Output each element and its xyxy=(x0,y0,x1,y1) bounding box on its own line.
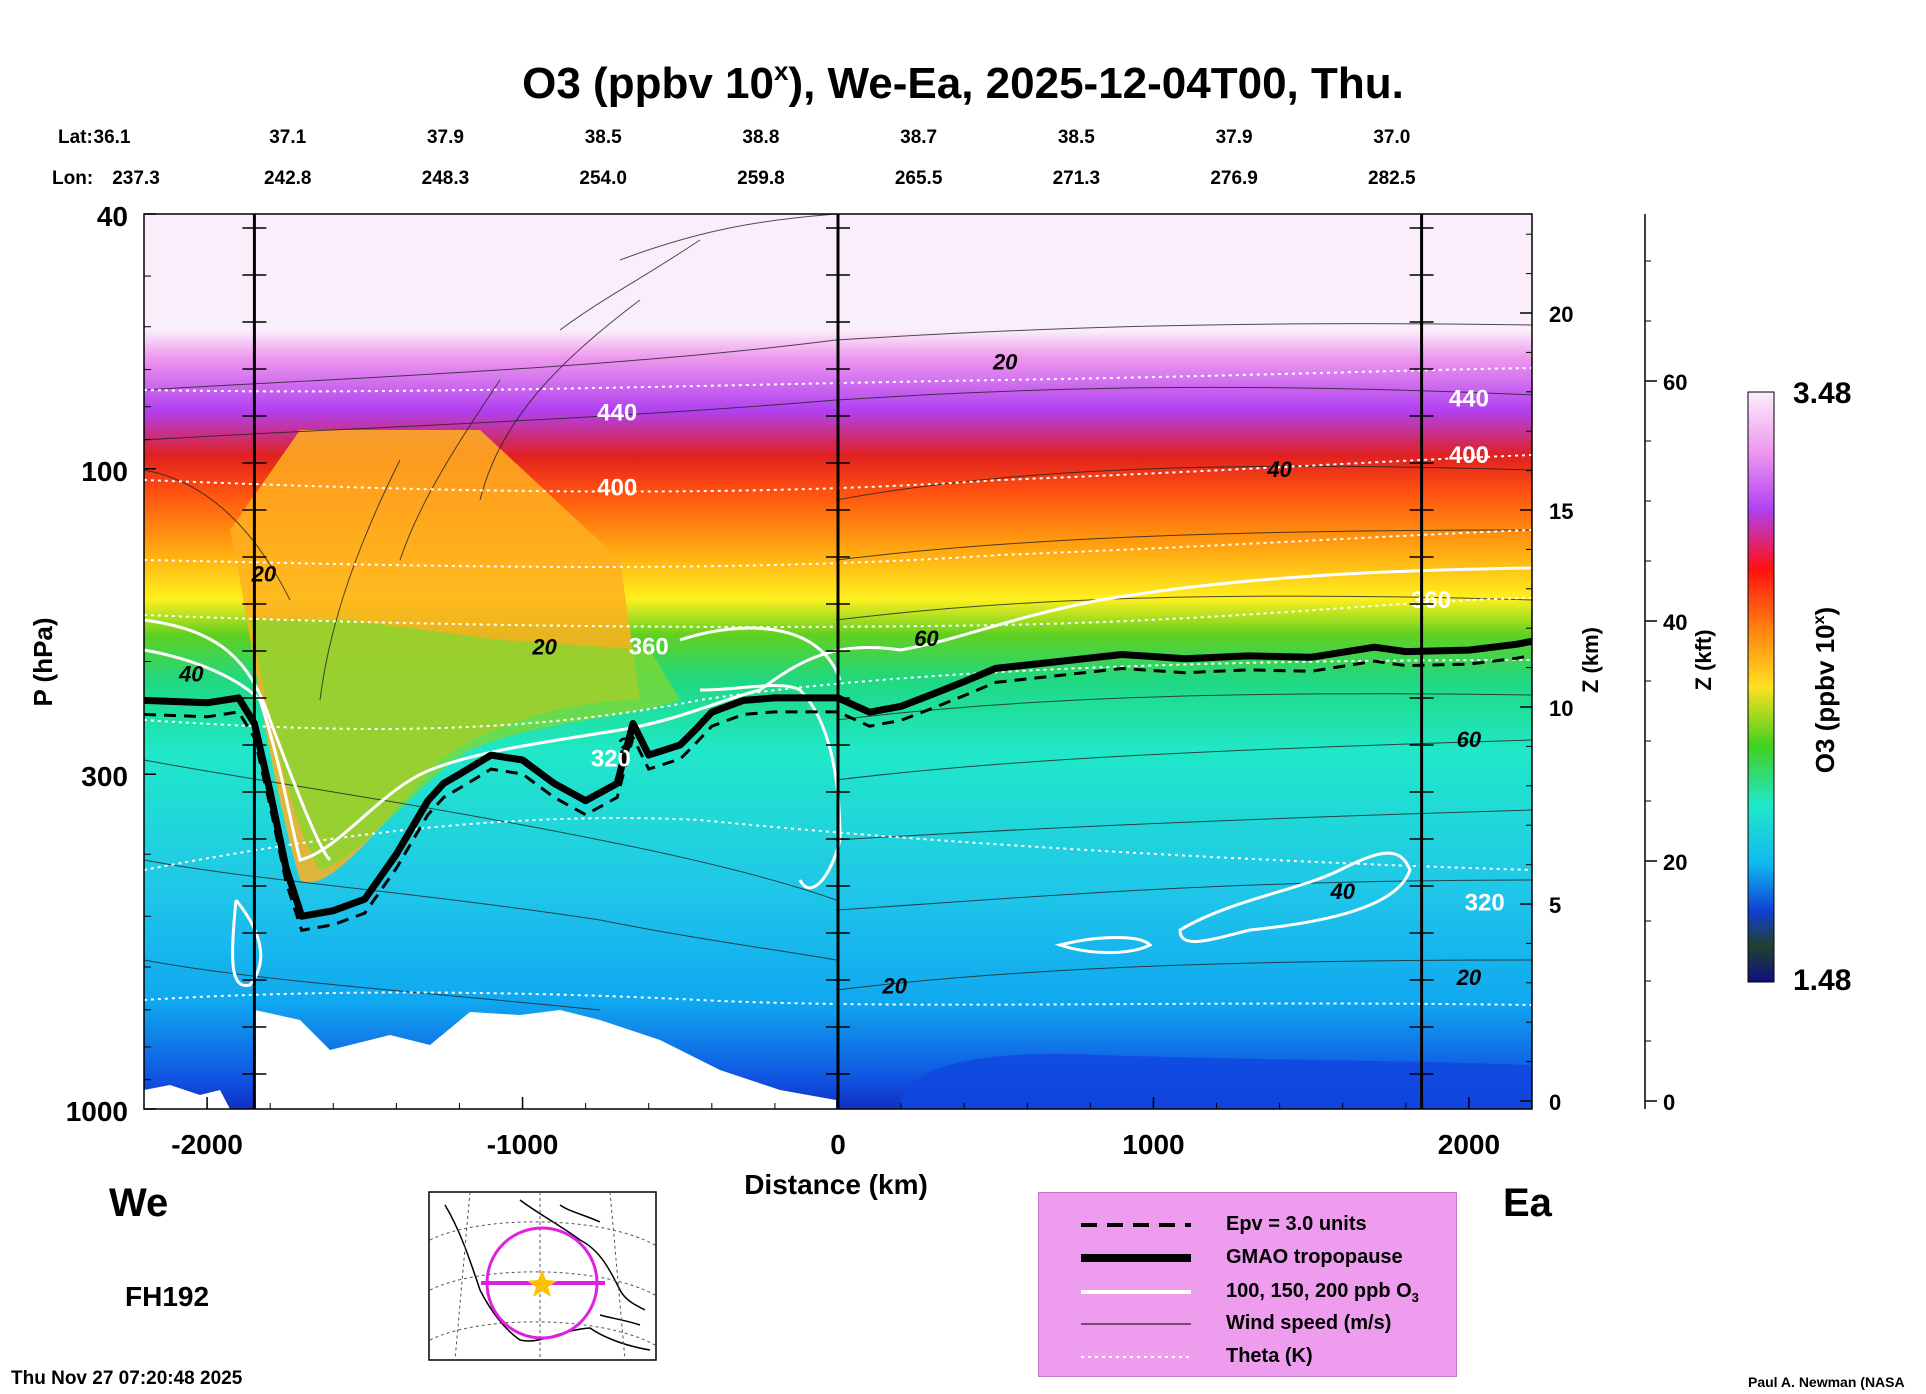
lat-value: 37.9 xyxy=(1216,127,1253,148)
y-tick-label: 300 xyxy=(81,761,128,792)
lat-value: 38.5 xyxy=(1058,127,1095,148)
colorbar-min: 1.48 xyxy=(1793,964,1851,997)
west-label: We xyxy=(109,1181,168,1225)
tropopause-line xyxy=(144,637,1532,920)
theta-label: 400 xyxy=(597,474,637,501)
x-axis-label: Distance (km) xyxy=(744,1169,928,1200)
wind-label: 60 xyxy=(914,626,939,651)
legend-label-ozone-text: 100, 150, 200 ppb O xyxy=(1226,1280,1412,1302)
wind-speed-contours xyxy=(144,214,1532,1011)
forecast-hour: FH192 xyxy=(125,1281,209,1312)
z-kft-axis-label: Z (kft) xyxy=(1691,629,1716,690)
east-label: Ea xyxy=(1503,1181,1553,1225)
lon-value: 271.3 xyxy=(1053,168,1101,189)
lat-value: 37.0 xyxy=(1373,127,1410,148)
lon-value: 237.3 xyxy=(112,168,160,189)
z-kft-axis: 0 20 40 60 xyxy=(1644,214,1687,1115)
y-axis-label: P (hPa) xyxy=(28,617,58,706)
section-lines xyxy=(242,214,1434,1109)
theta-label: 440 xyxy=(597,399,637,426)
lon-label: Lon: xyxy=(52,168,93,189)
lon-value: 248.3 xyxy=(422,168,470,189)
theta-labels: 440 400 360 320 440 400 360 320 xyxy=(591,386,1505,917)
ozone-intrusion-edge xyxy=(250,620,680,870)
low-ozone-surface xyxy=(900,1053,1532,1109)
lon-value: 259.8 xyxy=(737,168,785,189)
theta-label: 360 xyxy=(1411,587,1451,614)
lat-value: 36.1 xyxy=(94,127,131,148)
wind-label: 40 xyxy=(1329,879,1355,904)
wind-label: 40 xyxy=(178,662,204,687)
lat-value: 37.1 xyxy=(269,127,306,148)
wind-label: 20 xyxy=(882,973,908,998)
x-tick-label: 2000 xyxy=(1438,1129,1500,1160)
x-tick-label: 1000 xyxy=(1122,1129,1184,1160)
theta-label: 440 xyxy=(1449,386,1489,413)
lon-value: 276.9 xyxy=(1210,168,1258,189)
legend-label-ozone: 100, 150, 200 ppb O3 xyxy=(1226,1280,1419,1305)
credit: Paul A. Newman (NASA xyxy=(1748,1374,1905,1390)
theta-label: 320 xyxy=(591,746,631,773)
z-km-tick-label: 10 xyxy=(1549,696,1573,721)
x-tick-label: -1000 xyxy=(487,1129,559,1160)
lat-value: 38.8 xyxy=(742,127,779,148)
y-axis: 40 100 300 1000 xyxy=(66,201,156,1127)
z-km-axis: 0 5 10 15 20 xyxy=(1520,233,1573,1115)
legend-swatches xyxy=(1081,1223,1191,1358)
lat-value: 38.5 xyxy=(585,127,622,148)
lon-value: 242.8 xyxy=(264,168,312,189)
ozone-contours xyxy=(144,566,1532,987)
y-tick-label: 100 xyxy=(81,456,128,487)
wind-label: 20 xyxy=(992,350,1018,375)
colorbar-label: O3 (ppbv 10x) xyxy=(1810,607,1840,773)
timestamp: Thu Nov 27 07:20:48 2025 xyxy=(11,1368,243,1389)
theta-label: 400 xyxy=(1449,442,1489,469)
z-km-tick-label: 15 xyxy=(1549,499,1573,524)
z-km-axis-label: Z (km) xyxy=(1578,627,1603,693)
wind-label: 40 xyxy=(1266,457,1292,482)
legend-label-theta: Theta (K) xyxy=(1226,1345,1313,1367)
x-tick-label: 0 xyxy=(830,1129,846,1160)
colorbar-max: 3.48 xyxy=(1793,377,1851,410)
z-kft-tick-label: 20 xyxy=(1663,850,1687,875)
y-tick-label: 1000 xyxy=(66,1096,128,1127)
theta-contours xyxy=(144,367,1532,1006)
lat-value: 37.9 xyxy=(427,127,464,148)
theta-label: 320 xyxy=(1465,890,1505,917)
lon-value: 265.5 xyxy=(895,168,943,189)
wind-label: 60 xyxy=(1457,727,1482,752)
x-axis: -2000 -1000 0 1000 2000 xyxy=(171,1097,1500,1160)
legend-label-ozone-sub: 3 xyxy=(1411,1290,1419,1305)
chart-title: O3 (ppbv 10x), We-Ea, 2025-12-04T00, Thu… xyxy=(522,56,1404,108)
z-km-tick-label: 0 xyxy=(1549,1090,1561,1115)
theta-label: 360 xyxy=(629,633,669,660)
lat-label: Lat: xyxy=(58,127,93,148)
lon-value: 254.0 xyxy=(579,168,627,189)
z-km-tick-label: 20 xyxy=(1549,302,1573,327)
z-km-tick-label: 5 xyxy=(1549,893,1561,918)
epv-line xyxy=(144,653,1532,933)
inset-map xyxy=(428,1191,657,1361)
legend: Epv = 3.0 units GMAO tropopause 100, 150… xyxy=(1038,1192,1457,1377)
wind-label: ? xyxy=(617,733,630,758)
z-kft-tick-label: 0 xyxy=(1663,1090,1675,1115)
terrain xyxy=(255,1010,836,1109)
wind-label: 20 xyxy=(1456,965,1482,990)
wind-label: 20 xyxy=(531,634,557,659)
z-kft-tick-label: 40 xyxy=(1663,610,1687,635)
legend-label-wind: Wind speed (m/s) xyxy=(1226,1312,1392,1334)
x-tick-label: -2000 xyxy=(171,1129,243,1160)
lat-value: 38.7 xyxy=(900,127,937,148)
terrain-west xyxy=(144,1085,230,1109)
lat-lon-header: 36.1 237.3 37.1 242.8 37.9 248.3 38.5 254.0 38.8… xyxy=(94,127,1417,189)
colorbar xyxy=(1747,391,1775,983)
lon-value: 282.5 xyxy=(1368,168,1416,189)
z-kft-tick-label: 60 xyxy=(1663,370,1687,395)
legend-label-epv: Epv = 3.0 units xyxy=(1226,1213,1367,1235)
legend-label-tropopause: GMAO tropopause xyxy=(1226,1246,1403,1268)
y-tick-label: 40 xyxy=(97,201,128,232)
